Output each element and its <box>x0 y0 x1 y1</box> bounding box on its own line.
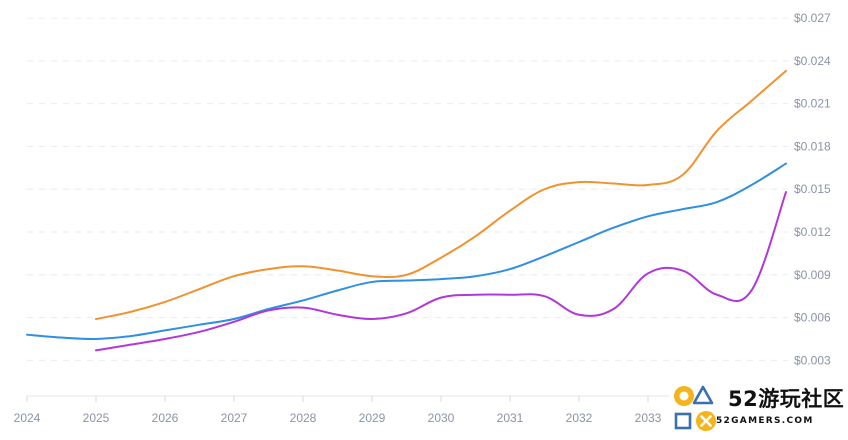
x-tick-label: 2030 <box>428 411 455 425</box>
x-tick-label: 2031 <box>497 411 524 425</box>
y-tick-label: $0.006 <box>794 311 831 325</box>
x-tick-label: 2027 <box>221 411 248 425</box>
y-tick-label: $0.021 <box>794 97 831 111</box>
series-line-3 <box>95 191 787 352</box>
y-tick-label: $0.027 <box>794 11 831 25</box>
y-tick-label: $0.024 <box>794 54 831 68</box>
series-lines <box>26 69 787 352</box>
site-watermark: 52游玩社区 52GAMERS.COM <box>670 377 848 439</box>
y-tick-label: $0.003 <box>794 353 831 367</box>
x-tick-label: 2025 <box>83 411 110 425</box>
x-tick-label: 2024 <box>14 411 41 425</box>
gamepad-buttons-icon <box>674 385 716 431</box>
series-line-2 <box>26 162 787 341</box>
x-axis-ticks <box>26 396 649 402</box>
y-tick-label: $0.009 <box>794 268 831 282</box>
x-tick-label: 2029 <box>359 411 386 425</box>
y-tick-label: $0.015 <box>794 182 831 196</box>
x-tick-label: 2033 <box>635 411 662 425</box>
x-tick-label: 2026 <box>152 411 179 425</box>
series-line-1 <box>95 69 787 320</box>
watermark-title: 52游玩社区 <box>728 387 845 411</box>
y-tick-label: $0.012 <box>794 225 831 239</box>
x-tick-label: 2028 <box>290 411 317 425</box>
y-tick-label: $0.018 <box>794 139 831 153</box>
x-axis-labels: 2024 2025 2026 2027 2028 2029 2030 2031 2032 2033 <box>14 411 662 425</box>
y-axis-labels: $0.003 $0.006 $0.009 $0.012 $0.015 $0.018 $0.0… <box>794 11 831 367</box>
watermark-subtitle: 52GAMERS.COM <box>716 416 814 426</box>
x-tick-label: 2032 <box>566 411 593 425</box>
